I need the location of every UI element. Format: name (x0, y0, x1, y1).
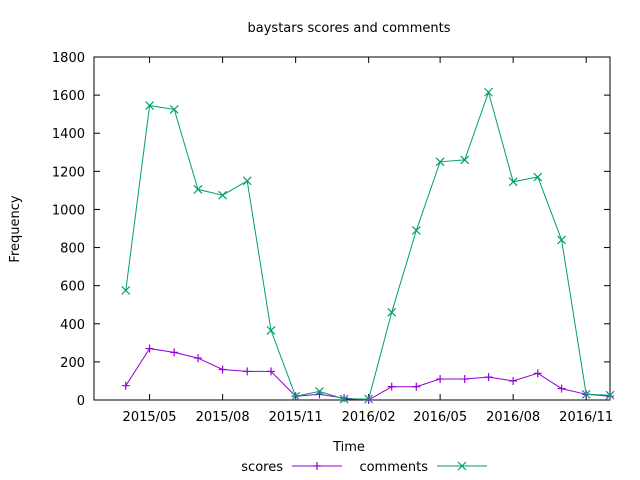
data-point-comments (364, 394, 374, 404)
legend-label-comments: comments (359, 460, 428, 475)
y-tick-label: 800 (60, 242, 85, 257)
legend-marker-comments (457, 461, 467, 471)
y-tick-label: 1600 (52, 89, 85, 104)
data-point-comments (435, 157, 445, 167)
data-point-comments (387, 307, 397, 317)
data-point-scores (267, 367, 276, 376)
series-line-comments (125, 90, 611, 400)
data-point-scores (460, 375, 469, 384)
data-point-comments (193, 185, 203, 194)
x-tick-label: 2016/02 (342, 410, 396, 425)
y-tick-label: 0 (77, 394, 85, 409)
y-tick-label: 1000 (52, 203, 85, 218)
data-point-comments (169, 104, 179, 114)
y-axis: 0 200 400 600 800 1000 1200 1400 1600 1800 (52, 51, 610, 409)
y-axis-label: Frequency (8, 195, 23, 262)
y-tick-label: 1400 (52, 127, 85, 142)
data-point-scores (412, 382, 421, 391)
y-tick-label: 1200 (52, 165, 85, 180)
data-point-scores (557, 384, 566, 393)
data-point-scores (533, 369, 542, 378)
data-point-comments (533, 172, 543, 182)
data-point-scores (243, 367, 252, 376)
data-point-comments (218, 190, 228, 200)
chart-title: baystars scores and comments (248, 21, 451, 36)
x-axis: 2015/05 2015/08 2015/11 2016/02 2016/05 2016/… (123, 57, 613, 425)
data-point-scores (484, 373, 493, 382)
data-point-scores (121, 381, 130, 390)
data-point-scores (387, 382, 396, 391)
series-scores (121, 344, 614, 404)
data-point-scores (218, 365, 227, 374)
x-tick-label: 2015/05 (123, 410, 177, 425)
data-point-comments (266, 326, 276, 335)
y-tick-label: 1800 (52, 51, 85, 66)
data-point-comments (484, 87, 493, 97)
y-tick-label: 600 (60, 280, 85, 295)
x-axis-label: Time (332, 440, 365, 455)
legend-marker-scores (313, 462, 321, 470)
plot-frame (93, 56, 611, 401)
data-point-comments (121, 286, 131, 295)
data-point-comments (508, 177, 518, 187)
legend: scores comments (241, 460, 487, 475)
x-tick-label: 2015/11 (269, 410, 323, 425)
legend-label-scores: scores (241, 460, 283, 475)
data-point-scores (436, 375, 445, 384)
data-point-comments (315, 387, 324, 396)
x-tick-label: 2016/11 (559, 410, 613, 425)
data-point-scores (170, 348, 179, 357)
data-point-scores (509, 376, 518, 385)
data-point-comments (605, 390, 615, 400)
data-point-comments (581, 389, 591, 399)
y-tick-label: 400 (60, 318, 85, 333)
data-point-comments (460, 155, 470, 165)
data-point-comments (291, 391, 301, 401)
y-tick-label: 200 (60, 356, 85, 371)
data-point-scores (193, 354, 202, 363)
x-tick-label: 2015/08 (196, 410, 250, 425)
x-tick-label: 2016/05 (413, 410, 467, 425)
data-point-scores (145, 344, 154, 353)
data-point-comments (339, 394, 349, 404)
data-point-comments (557, 235, 566, 245)
series-comments (121, 87, 615, 404)
data-point-comments (242, 176, 252, 186)
data-point-scores (606, 392, 614, 401)
x-tick-label: 2016/08 (486, 410, 540, 425)
data-point-comments (411, 225, 421, 235)
series-group (121, 87, 615, 404)
data-point-comments (145, 101, 154, 111)
